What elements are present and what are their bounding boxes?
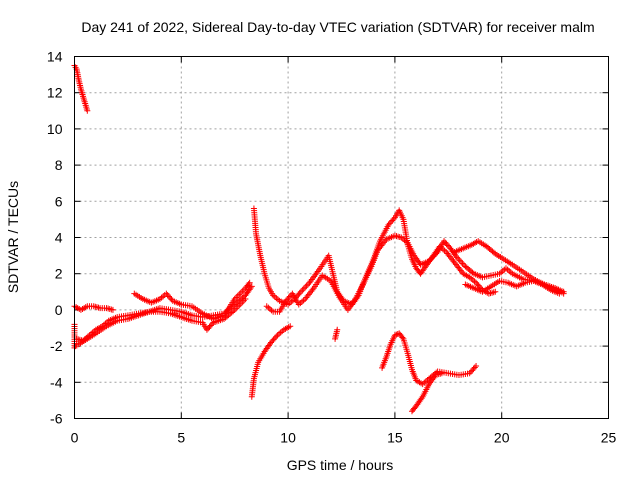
data-point [334,326,341,333]
data-point [165,293,172,300]
data-point [473,363,480,370]
y-tick-label: -6 [50,411,63,427]
grid [74,56,609,419]
data-point [209,321,216,328]
data-point [386,220,393,227]
data-point [459,260,466,267]
data-point [248,283,255,290]
data-point [163,290,170,297]
x-tick-label: 25 [601,430,617,446]
data-point [296,290,303,297]
data-point [471,364,478,371]
data-point [207,322,214,329]
data-point [441,238,448,245]
x-tick-labels: 0 5 10 15 20 25 [71,430,617,446]
y-tick-label: 0 [55,302,63,318]
data-point [490,249,497,256]
data-point [285,294,292,301]
data-point [270,336,277,343]
y-tick-label: 8 [55,157,63,173]
data-point [246,279,253,286]
y-axis-label: SDTVAR / TECUs [5,181,21,293]
data-point [245,281,252,288]
data-point [203,326,210,333]
data-point [438,370,445,377]
data-point [287,323,294,330]
data-point [390,216,397,223]
data-point [388,218,395,225]
data-point [302,284,309,291]
data-point [242,296,249,303]
data-point [239,288,246,295]
data-point [385,221,392,228]
data-point [299,287,306,294]
y-tick-label: 14 [47,49,63,65]
y-tick-label: 2 [55,266,63,282]
y-tick-label: 4 [55,230,63,246]
data-point [84,107,91,114]
data-point [473,279,480,286]
x-tick-label: 0 [71,430,79,446]
x-tick-label: 10 [280,430,296,446]
data-point [476,284,483,291]
x-tick-label: 15 [387,430,403,446]
data-point [271,335,278,342]
data-point [466,370,473,377]
data-point [469,367,476,374]
data-point [470,365,477,372]
data-point [282,297,289,304]
data-point [474,281,481,288]
plot-frame [74,56,609,419]
y-tick-label: -2 [50,338,63,354]
y-tick-label: 6 [55,193,63,209]
data-point [109,306,116,313]
y-tick-label: 10 [47,121,63,137]
y-tick-labels: -6 -4 -2 0 2 4 6 8 10 12 14 [47,49,63,427]
data-point [391,332,398,339]
data-point [273,333,280,340]
data-point [303,282,310,289]
data-point [492,288,499,295]
data-point [444,242,451,249]
x-axis-label: GPS time / hours [287,457,394,473]
data-point [206,323,213,330]
data-point [239,299,246,306]
data-point [300,285,307,292]
data-point [469,269,476,276]
data-point [442,239,449,246]
x-tick-label: 5 [177,430,185,446]
data-point [467,368,474,375]
data-point [268,339,275,346]
data-point [269,338,276,345]
x-tick-label: 20 [494,430,510,446]
data-point [458,258,465,265]
data-point [167,294,174,301]
y-tick-label: 12 [47,85,63,101]
data-series [71,62,567,415]
chart-title: Day 241 of 2022, Sidereal Day-to-day VTE… [81,19,594,35]
data-point [443,241,450,248]
data-point [399,334,406,341]
data-point [389,217,396,224]
data-point [205,325,212,332]
data-point [295,291,302,298]
data-point [286,293,293,300]
data-point [164,292,171,299]
data-point [460,261,467,268]
data-point [284,296,291,303]
data-point [305,281,312,288]
y-tick-label: -4 [50,374,63,390]
data-point [556,290,563,297]
